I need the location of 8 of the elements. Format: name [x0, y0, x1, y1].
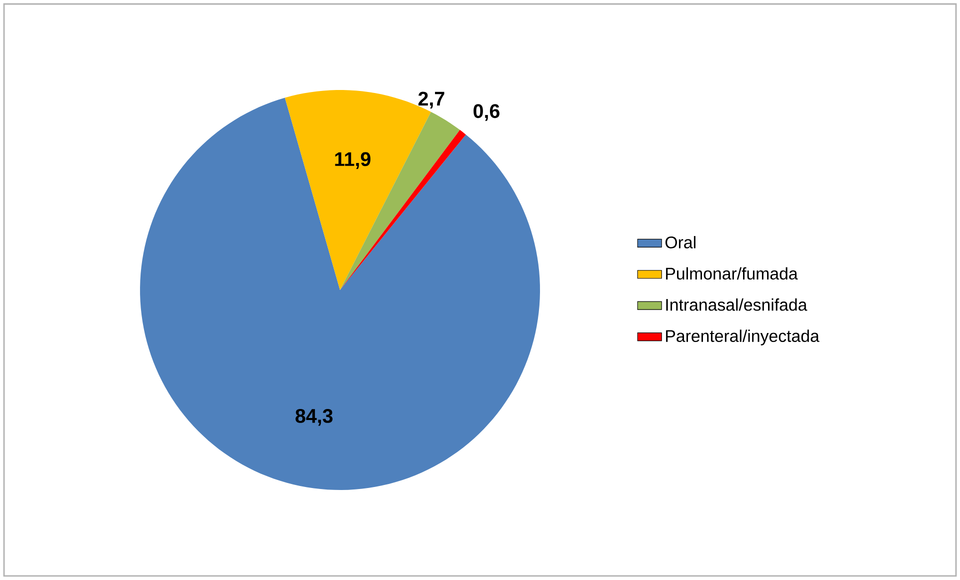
legend-label: Pulmonar/fumada	[666, 267, 798, 280]
legend-label: Oral	[665, 236, 696, 248]
data-label: 84,3	[296, 408, 333, 426]
legend-label: Intranasal/esnifada	[666, 298, 808, 311]
data-label: 11,9	[335, 152, 370, 169]
legend-label: Parenteral/inyectada	[666, 330, 820, 346]
data-label: 2,7	[418, 92, 444, 109]
data-label: 0,6	[474, 104, 500, 121]
